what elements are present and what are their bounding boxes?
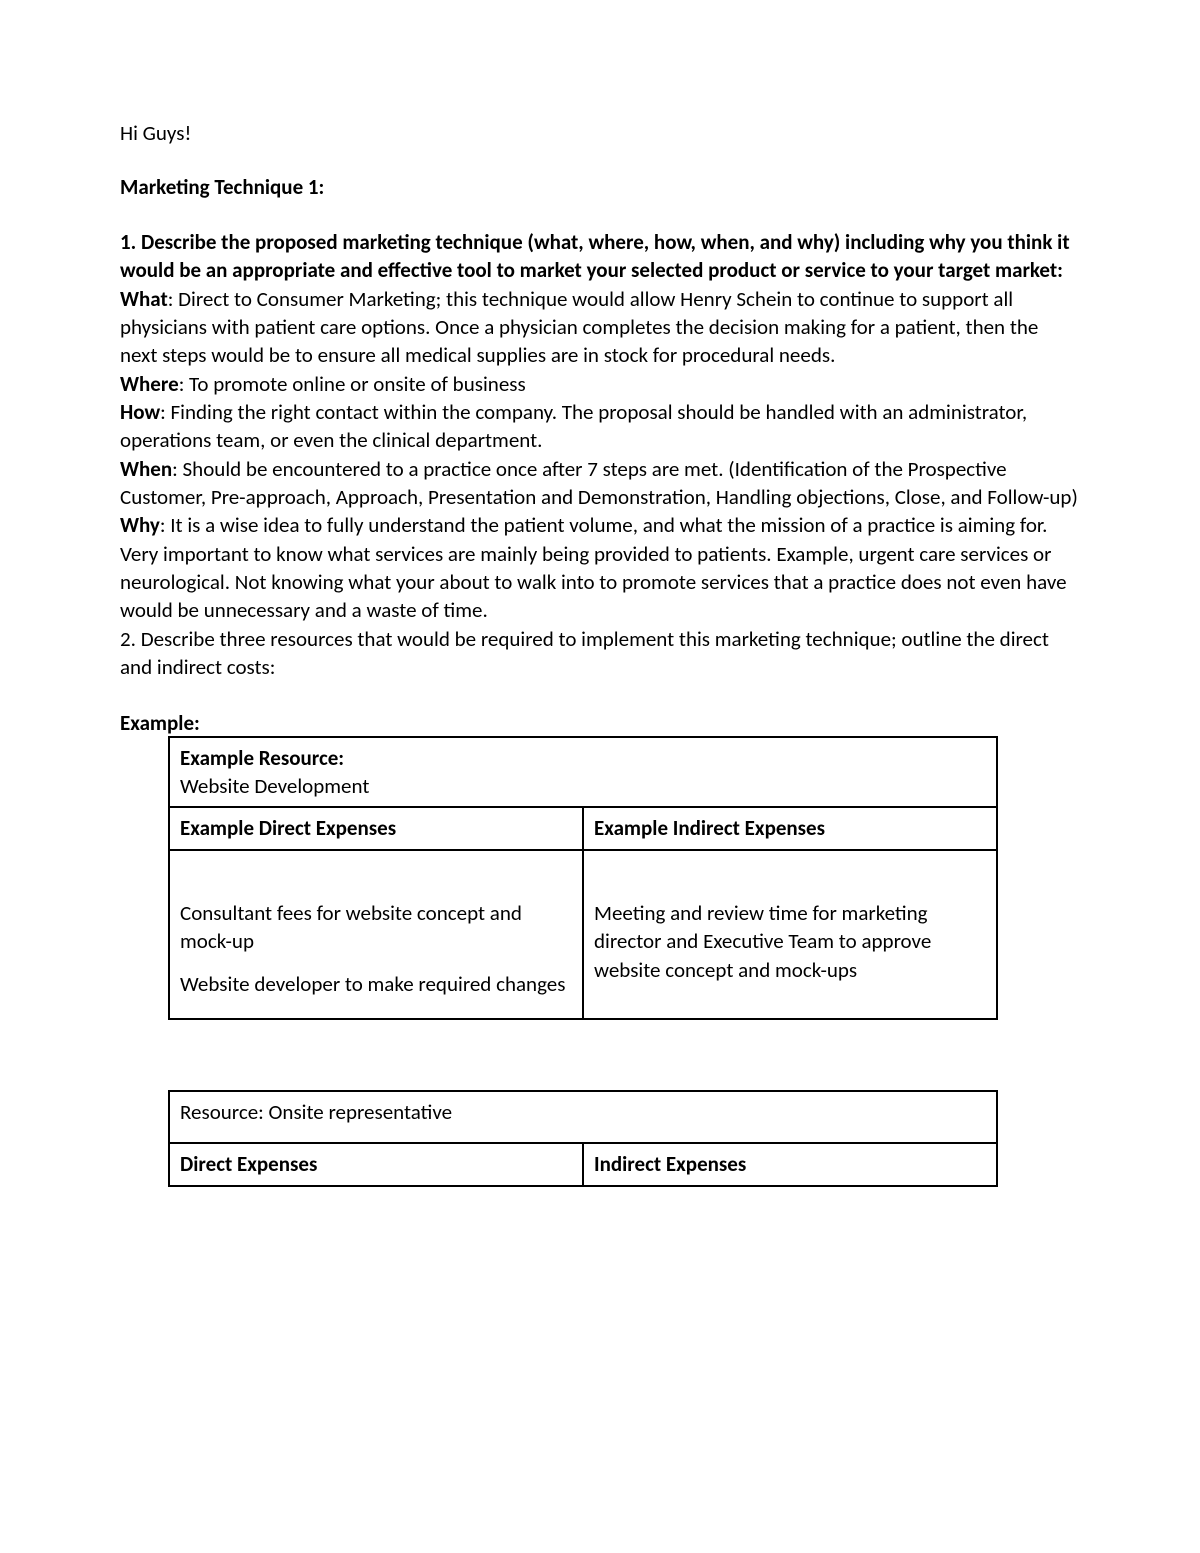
what-row: What: Direct to Consumer Marketing; this… bbox=[120, 285, 1080, 370]
how-row: How: Finding the right contact within th… bbox=[120, 398, 1080, 455]
spacer bbox=[120, 1020, 1080, 1090]
where-row: Where: To promote online or onsite of bu… bbox=[120, 370, 1080, 398]
table-row: Example Direct Expenses Example Indirect… bbox=[169, 807, 997, 849]
what-label: What bbox=[120, 286, 168, 312]
direct-p2: Website developer to make required chang… bbox=[180, 970, 572, 998]
example-table: Example Resource: Website Development Ex… bbox=[168, 736, 998, 1020]
direct-header: Example Direct Expenses bbox=[169, 807, 583, 849]
table-row: Resource: Onsite representative bbox=[169, 1091, 997, 1143]
indirect-p1: Meeting and review time for marketing di… bbox=[594, 899, 986, 984]
when-row: When: Should be encountered to a practic… bbox=[120, 455, 1080, 512]
question-2: 2. Describe three resources that would b… bbox=[120, 625, 1080, 682]
direct-cell: Consultant fees for website concept and … bbox=[169, 850, 583, 1019]
question-1: 1. Describe the proposed marketing techn… bbox=[120, 228, 1080, 285]
resource-table: Resource: Onsite representative Direct E… bbox=[168, 1090, 998, 1187]
table-row: Example Resource: Website Development bbox=[169, 737, 997, 808]
table-row: Direct Expenses Indirect Expenses bbox=[169, 1143, 997, 1185]
example-label: Example: bbox=[120, 710, 1080, 736]
resource-cell-2: Resource: Onsite representative bbox=[169, 1091, 997, 1143]
where-label: Where bbox=[120, 371, 179, 397]
how-text: : Finding the right contact within the c… bbox=[120, 399, 1027, 453]
table-row: Consultant fees for website concept and … bbox=[169, 850, 997, 1019]
why-text: : It is a wise idea to fully understand … bbox=[120, 512, 1067, 623]
indirect-cell: Meeting and review time for marketing di… bbox=[583, 850, 997, 1019]
section-title: Marketing Technique 1: bbox=[120, 174, 1080, 200]
why-row: Why: It is a wise idea to fully understa… bbox=[120, 511, 1080, 624]
indirect-header-2: Indirect Expenses bbox=[583, 1143, 997, 1185]
resource-label: Example Resource: bbox=[180, 745, 344, 771]
why-label: Why bbox=[120, 512, 160, 538]
example-table-wrap: Example Resource: Website Development Ex… bbox=[168, 736, 1080, 1020]
how-label: How bbox=[120, 399, 160, 425]
greeting-text: Hi Guys! bbox=[120, 120, 1080, 146]
when-label: When bbox=[120, 456, 172, 482]
indirect-header: Example Indirect Expenses bbox=[583, 807, 997, 849]
resource-full: Resource: Onsite representative bbox=[180, 1099, 452, 1125]
resource-cell: Example Resource: Website Development bbox=[169, 737, 997, 808]
what-text: : Direct to Consumer Marketing; this tec… bbox=[120, 286, 1038, 369]
direct-header-2: Direct Expenses bbox=[169, 1143, 583, 1185]
resource-value: Website Development bbox=[180, 773, 369, 799]
direct-p1: Consultant fees for website concept and … bbox=[180, 899, 572, 956]
document-page: Hi Guys! Marketing Technique 1: 1. Descr… bbox=[0, 0, 1200, 1553]
where-text: : To promote online or onsite of busines… bbox=[179, 371, 526, 397]
when-text: : Should be encountered to a practice on… bbox=[120, 456, 1078, 510]
resource-table-wrap: Resource: Onsite representative Direct E… bbox=[168, 1090, 1080, 1187]
